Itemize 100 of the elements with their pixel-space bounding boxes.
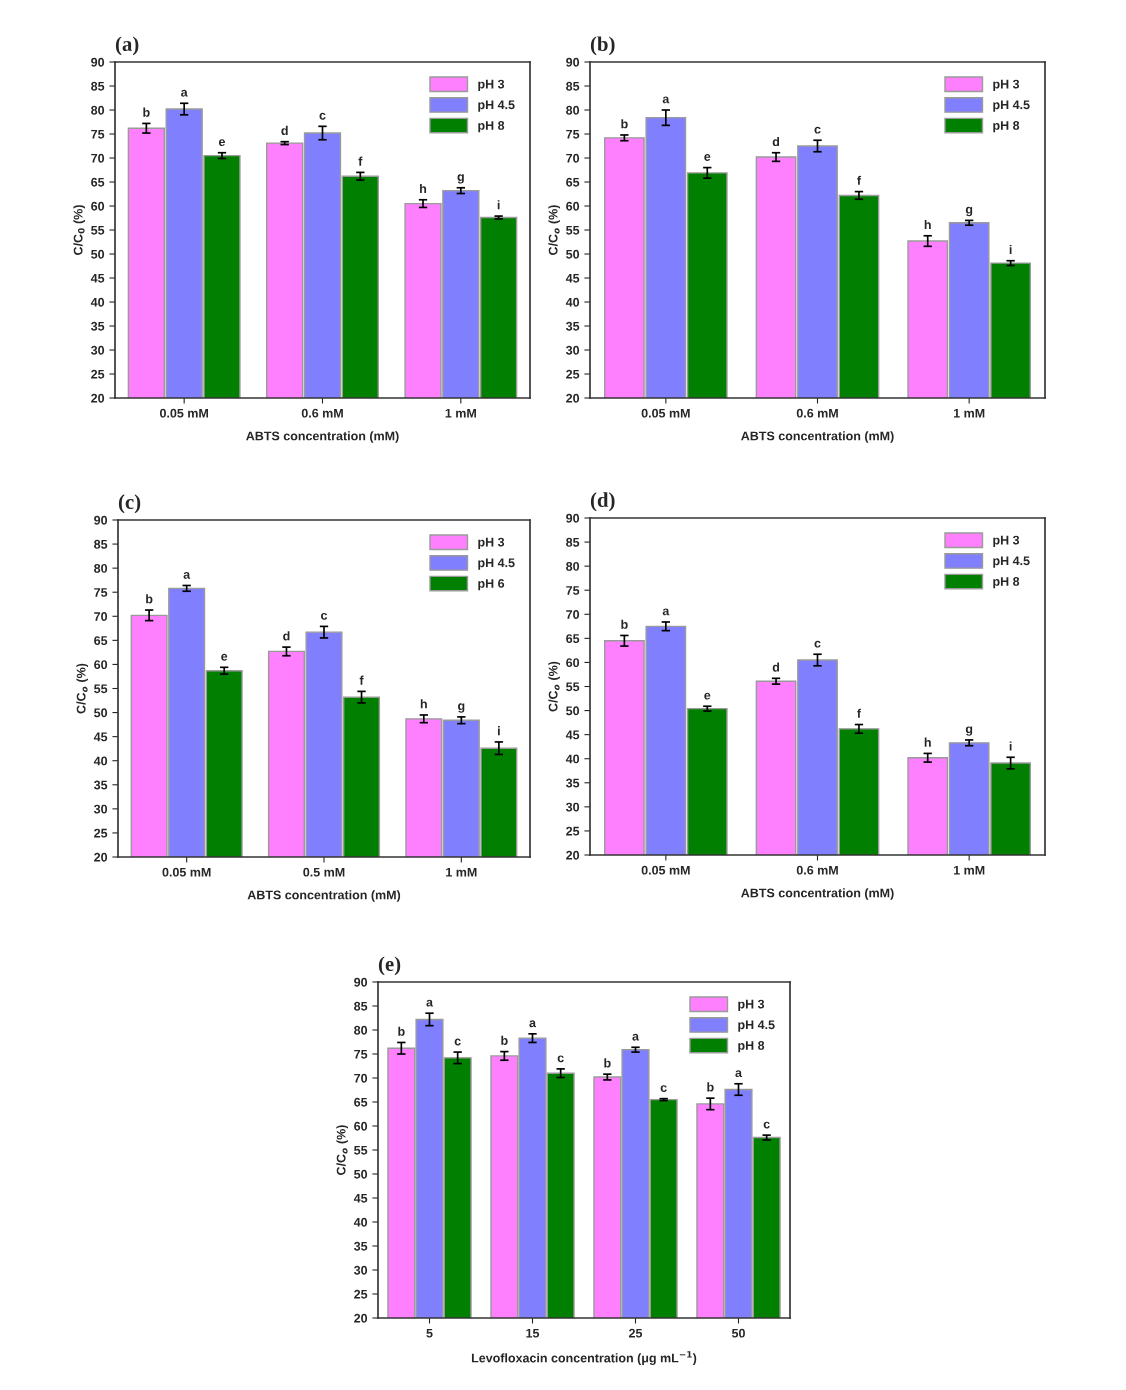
- data-label: d: [283, 631, 290, 641]
- data-label: g: [458, 703, 465, 713]
- x-tick-label: 1 mM: [953, 408, 985, 418]
- data-label: e: [704, 154, 711, 161]
- y-tick-label: 80: [354, 1025, 368, 1035]
- y-tick-label: 55: [91, 225, 105, 235]
- y-tick-label: 85: [354, 1001, 368, 1011]
- data-label: f: [358, 156, 363, 166]
- y-tick-label: 80: [91, 105, 105, 115]
- data-label: f: [359, 675, 364, 685]
- y-tick-label: 80: [94, 563, 108, 573]
- legend-label: pH 8: [993, 121, 1020, 133]
- data-label: i: [498, 726, 500, 736]
- data-label: g: [965, 726, 973, 736]
- y-tick-label: 30: [93, 804, 108, 814]
- y-tick-label: 30: [90, 345, 105, 355]
- y-tick-label: 50: [566, 706, 580, 716]
- x-tick-label: 0.6 mM: [796, 408, 838, 418]
- legend-label: pH 3: [993, 79, 1020, 91]
- legend-label: pH 4.5: [738, 1020, 775, 1032]
- x-tick-label: 0.05 mM: [641, 408, 690, 418]
- legend-label: pH 8: [478, 121, 505, 133]
- x-tick-label: 1 mM: [953, 865, 985, 875]
- y-tick-label: 90: [94, 515, 108, 525]
- y-tick-label: 25: [91, 369, 105, 379]
- y-tick-label: 90: [91, 57, 105, 67]
- y-tick-label: 60: [91, 201, 105, 211]
- y-tick-label: 35: [93, 780, 108, 790]
- data-label: b: [621, 119, 628, 129]
- chart-title: (b): [590, 36, 615, 56]
- data-label: h: [924, 219, 931, 229]
- legend-label: pH 6: [478, 579, 505, 591]
- x-tick-label: 50: [731, 1328, 745, 1338]
- y-tick-label: 85: [91, 81, 105, 91]
- data-label: a: [662, 608, 670, 616]
- data-label: c: [660, 1085, 667, 1092]
- y-tick-label: 45: [565, 273, 580, 283]
- data-label: h: [924, 737, 931, 747]
- y-tick-label: 20: [354, 1313, 368, 1323]
- data-label: b: [621, 619, 628, 629]
- y-tick-label: 20: [566, 393, 580, 403]
- y-tick-label: 20: [566, 850, 580, 860]
- y-tick-label: 60: [94, 660, 108, 670]
- y-tick-label: 25: [566, 826, 580, 836]
- data-label: a: [183, 571, 191, 579]
- y-axis-title: C/C$_{0}$ (%): [73, 205, 86, 255]
- chart-title: (c): [118, 494, 141, 514]
- y-tick-label: 40: [353, 1217, 368, 1227]
- y-tick-label: 75: [354, 1049, 368, 1059]
- data-label: g: [965, 206, 973, 217]
- y-tick-label: 90: [566, 513, 580, 523]
- legend-label: pH 4.5: [993, 100, 1030, 112]
- data-label: c: [814, 126, 821, 134]
- y-tick-label: 40: [93, 756, 108, 766]
- data-label: d: [772, 136, 780, 147]
- x-tick-label: 0.6 mM: [301, 408, 343, 418]
- data-label: i: [497, 200, 500, 210]
- y-tick-label: 25: [354, 1289, 368, 1299]
- data-label: c: [763, 1121, 770, 1129]
- y-axis-title: C/C$_{o}$ (%): [548, 205, 561, 255]
- y-tick-label: 55: [354, 1145, 368, 1155]
- y-tick-label: 70: [94, 612, 108, 621]
- y-tick-label: 70: [354, 1073, 368, 1083]
- data-label: c: [557, 1055, 564, 1063]
- data-label: f: [857, 708, 862, 718]
- legend-label: pH 8: [993, 577, 1020, 589]
- y-tick-label: 20: [94, 852, 108, 862]
- y-tick-label: 65: [91, 177, 105, 187]
- legend-label: pH 3: [738, 999, 765, 1011]
- data-label: a: [632, 1033, 640, 1041]
- data-label: b: [501, 1035, 508, 1045]
- data-label: d: [281, 125, 288, 136]
- data-label: a: [662, 96, 670, 104]
- y-tick-label: 75: [94, 588, 108, 597]
- y-tick-label: 45: [565, 730, 580, 740]
- legend-label: pH 4.5: [993, 556, 1030, 568]
- y-tick-label: 65: [566, 177, 580, 187]
- y-tick-label: 60: [566, 201, 580, 211]
- x-axis-title: Levofloxacin concentration (μg mL$^{−1}$): [471, 1351, 697, 1365]
- data-label: g: [457, 174, 464, 184]
- x-tick-label: 1 mM: [446, 867, 477, 877]
- data-label: d: [772, 662, 780, 672]
- legend-label: pH 3: [993, 535, 1020, 547]
- y-tick-label: 65: [94, 636, 108, 646]
- legend-label: pH 8: [738, 1041, 765, 1053]
- y-tick-label: 70: [566, 153, 580, 163]
- y-tick-label: 25: [566, 369, 580, 379]
- x-tick-label: 15: [526, 1328, 540, 1338]
- y-axis-title: C/C$_{o}$ (%): [548, 661, 561, 712]
- x-axis-title: ABTS concentration (mM): [741, 888, 894, 900]
- y-tick-label: 75: [566, 586, 580, 595]
- x-tick-label: 0.5 mM: [303, 867, 345, 877]
- data-label: f: [857, 175, 862, 185]
- legend-label: pH 3: [478, 79, 505, 91]
- data-label: a: [426, 999, 434, 1007]
- y-tick-label: 55: [566, 682, 580, 692]
- x-axis-title: ABTS concentration (mM): [247, 890, 401, 902]
- x-tick-label: 0.6 mM: [796, 865, 838, 875]
- data-label: i: [1009, 741, 1012, 751]
- x-tick-label: 0.05 mM: [160, 408, 208, 418]
